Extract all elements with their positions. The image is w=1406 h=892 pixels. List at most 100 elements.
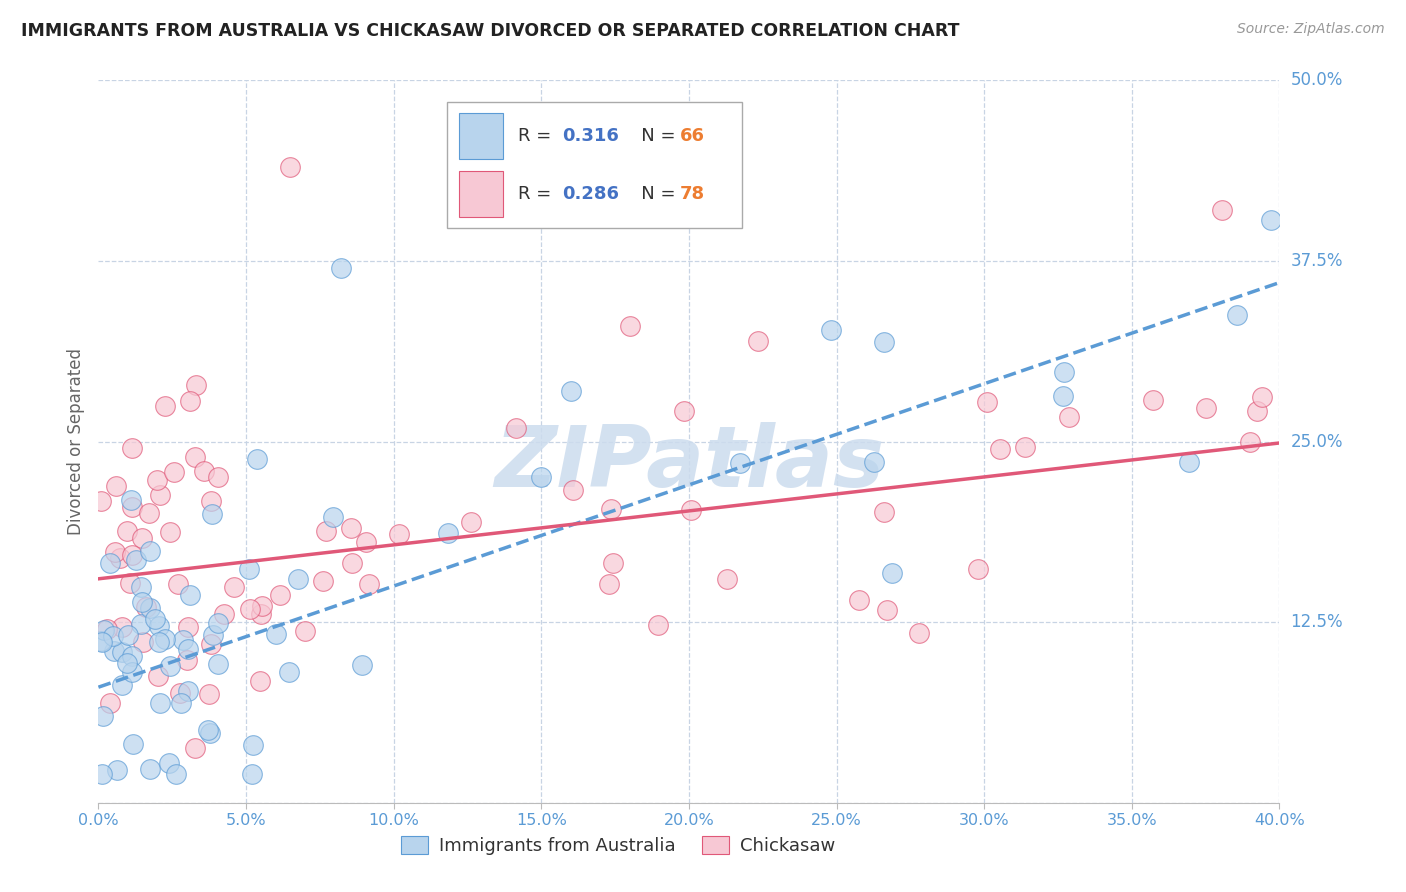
Point [278,665,301,680]
Point [207,615,229,630]
Point [214,607,236,621]
Point [110,551,132,566]
Point [121,500,143,514]
Point [530,469,553,483]
Point [1211,202,1233,217]
Point [198,726,221,740]
Point [1246,404,1268,418]
Point [976,394,998,409]
Point [131,594,153,608]
Point [90,635,112,649]
Point [672,404,695,418]
Point [862,455,884,469]
Point [179,394,201,409]
Point [90,494,112,508]
Point [350,657,373,672]
Point [157,756,180,770]
Point [967,562,990,576]
Point [312,574,335,588]
Point [873,505,896,519]
Point [145,474,167,488]
Point [873,335,896,350]
Point [121,442,143,456]
Point [1226,308,1249,322]
Point [1014,440,1036,454]
Point [250,599,273,613]
Point [200,637,222,651]
Point [560,384,582,398]
Y-axis label: Divorced or Separated: Divorced or Separated [66,348,84,535]
Point [239,601,262,615]
Point [437,526,460,541]
Point [121,549,143,563]
Point [329,261,352,276]
Point [121,737,143,751]
Point [118,575,141,590]
Point [132,635,155,649]
Text: IMMIGRANTS FROM AUSTRALIA VS CHICKASAW DIVORCED OR SEPARATED CORRELATION CHART: IMMIGRANTS FROM AUSTRALIA VS CHICKASAW D… [21,22,959,40]
Point [149,696,172,710]
Point [125,553,148,567]
Text: 50.0%: 50.0% [1291,71,1343,89]
Point [159,525,181,540]
Point [177,684,200,698]
Point [129,580,152,594]
Point [1142,392,1164,407]
Point [1260,213,1282,227]
Point [120,492,142,507]
Point [105,479,128,493]
Point [647,617,669,632]
Point [1194,401,1216,416]
Point [460,516,482,530]
Point [131,531,153,545]
Point [201,508,224,522]
Text: 37.5%: 37.5% [1291,252,1343,270]
Point [143,612,166,626]
Text: 12.5%: 12.5% [1291,613,1343,632]
Point [876,603,898,617]
Point [193,464,215,478]
Point [249,673,271,688]
Point [172,632,194,647]
Point [681,503,703,517]
Point [115,657,138,671]
Point [148,634,170,648]
Point [250,607,273,621]
Point [264,626,287,640]
Point [163,466,186,480]
Point [242,767,264,781]
Point [104,545,127,559]
Point [245,451,267,466]
Point [103,644,125,658]
Point [176,620,198,634]
Text: 25.0%: 25.0% [1291,433,1343,450]
Point [1053,365,1076,379]
Point [138,506,160,520]
Point [159,658,181,673]
Point [166,576,188,591]
Point [91,767,114,781]
Point [135,599,157,614]
Point [880,566,903,580]
Point [280,160,302,174]
Point [359,576,381,591]
Point [111,620,134,634]
Point [599,502,621,516]
Point [91,708,114,723]
Point [287,572,309,586]
Point [505,421,527,435]
Legend: Immigrants from Australia, Chickasaw: Immigrants from Australia, Chickasaw [394,829,842,863]
Point [207,470,229,484]
Point [121,648,143,663]
Point [388,526,411,541]
Point [207,657,229,672]
Point [988,442,1011,457]
Point [165,767,187,781]
Point [153,632,176,646]
Point [146,668,169,682]
Point [184,740,207,755]
Point [98,556,121,570]
Point [103,629,125,643]
Point [269,588,291,602]
Point [202,627,225,641]
